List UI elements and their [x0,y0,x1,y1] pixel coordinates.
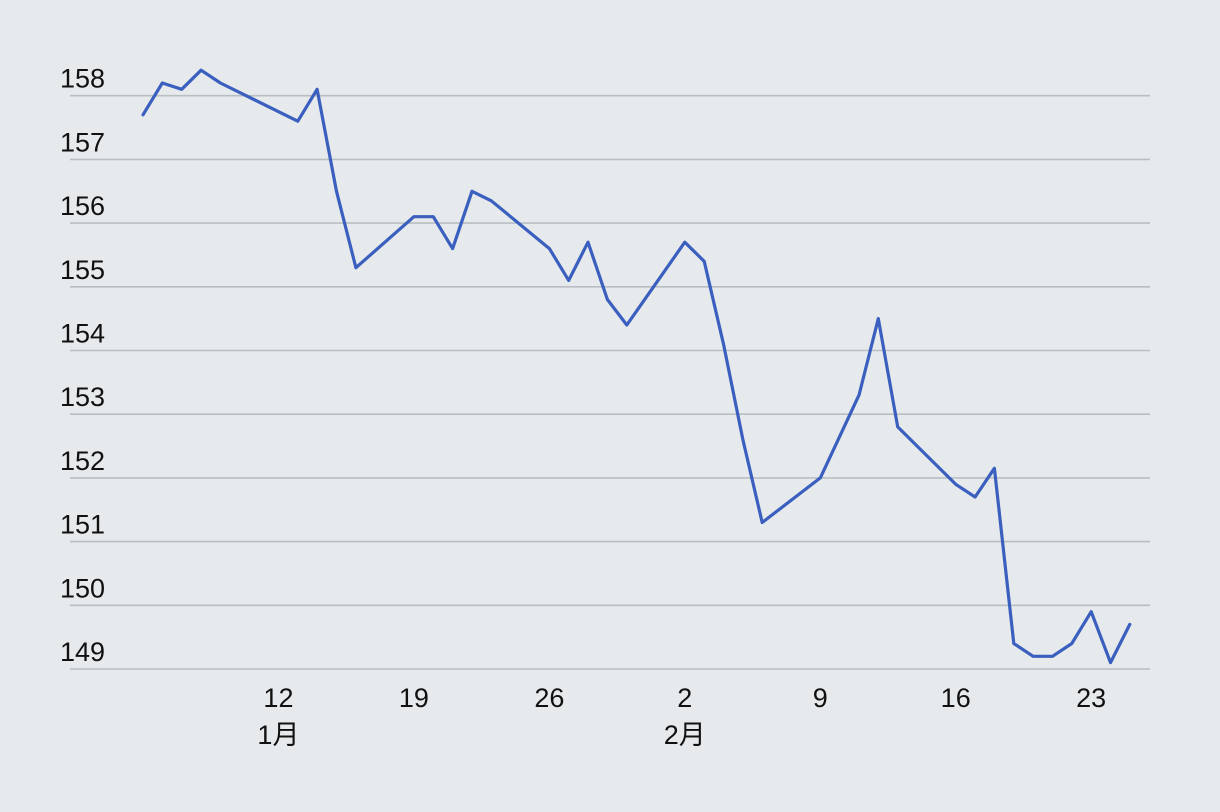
y-tick-label: 157 [60,127,105,157]
x-month-label: 2月 [664,720,706,750]
series-line [141,68,1132,665]
x-tick-label: 9 [813,683,828,713]
y-tick-label: 149 [60,637,105,667]
x-tick-label: 19 [399,683,429,713]
y-tick-label: 152 [60,446,105,476]
x-tick-label: 2 [677,683,692,713]
y-tick-label: 156 [60,191,105,221]
x-month-label: 1月 [257,720,299,750]
gridlines [70,94,1150,670]
y-tick-label: 150 [60,573,105,603]
x-axis-tick-labels: 12 1月 19 26 2 2月 9 16 23 [257,683,1106,750]
y-tick-label: 151 [60,510,105,540]
y-axis-tick-labels: 149 150 151 152 153 154 155 156 157 158 [60,64,105,667]
y-tick-label: 155 [60,255,105,285]
x-tick-label: 26 [534,683,564,713]
x-tick-label: 23 [1076,683,1106,713]
x-tick-label: 12 [263,683,293,713]
x-tick-label: 16 [941,683,971,713]
y-tick-label: 158 [60,64,105,94]
y-tick-label: 153 [60,382,105,412]
y-tick-label: 154 [60,319,105,349]
